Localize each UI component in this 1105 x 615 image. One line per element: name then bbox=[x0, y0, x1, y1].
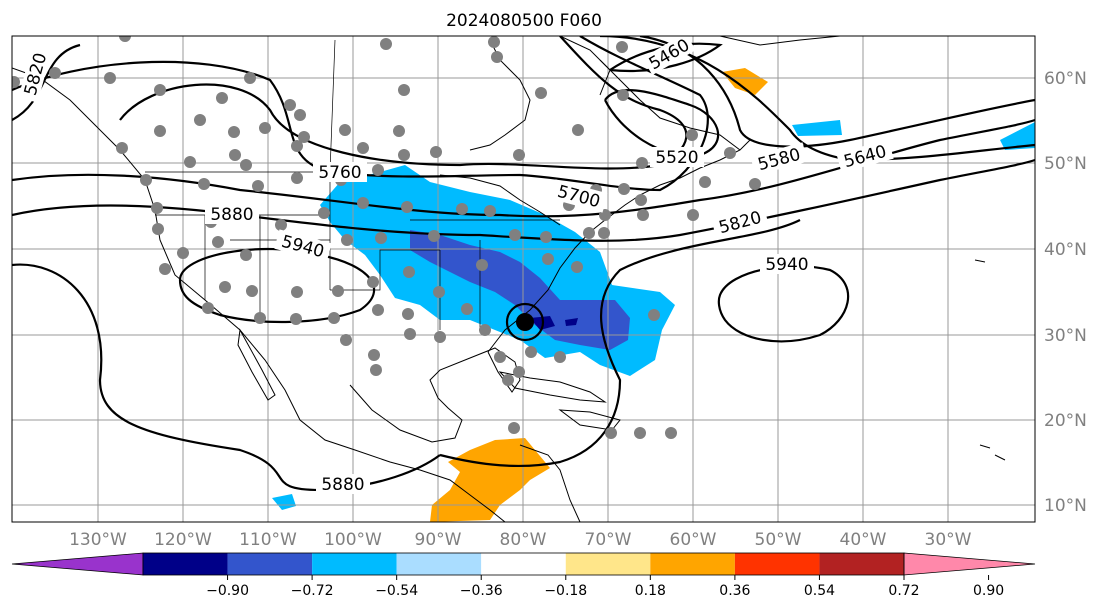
coastlines bbox=[12, 36, 1006, 522]
height-contours bbox=[12, 36, 1035, 492]
colorbar-swatch bbox=[650, 553, 735, 575]
contour-label: 5880 bbox=[210, 205, 253, 225]
colorbar-tick-label: 0.18 bbox=[635, 583, 666, 599]
contour-5760 bbox=[12, 36, 709, 192]
map-panel: 5760 5880 5940 5700 5520 5580 5640 5820 … bbox=[11, 35, 1036, 523]
contour-5520 bbox=[604, 89, 720, 157]
map-border bbox=[11, 35, 1036, 523]
lat-label: 10°N bbox=[1044, 496, 1087, 516]
lon-label: 100°W bbox=[324, 530, 382, 550]
observation-points bbox=[12, 36, 761, 439]
contour-5880-north bbox=[12, 158, 1035, 242]
colorbar-swatch bbox=[143, 553, 228, 575]
colorbar-extend-low bbox=[11, 552, 144, 576]
graticule bbox=[12, 36, 1035, 522]
lon-label: 90°W bbox=[415, 530, 462, 550]
map-title: 2024080500 F060 bbox=[446, 11, 602, 31]
colorbar-tick-label: 0.90 bbox=[973, 583, 1004, 599]
contour-labels: 5760 5880 5940 5700 5520 5580 5640 5820 … bbox=[18, 36, 894, 495]
colorbar-tick-label: 0.72 bbox=[888, 583, 919, 599]
contour-5820-mid bbox=[12, 118, 1035, 218]
colorbar-tick-label: 0.36 bbox=[719, 583, 750, 599]
lon-label: 50°W bbox=[755, 530, 802, 550]
contour-label: 5940 bbox=[765, 255, 808, 275]
colorbar-tick-label: −0.54 bbox=[375, 583, 418, 599]
lon-label: 40°W bbox=[840, 530, 887, 550]
lon-label: 130°W bbox=[69, 530, 127, 550]
lon-label: 70°W bbox=[585, 530, 632, 550]
latitude-labels: 60°N 50°N 40°N 30°N 20°N 10°N bbox=[1044, 69, 1087, 516]
contour-low-ring bbox=[505, 302, 545, 342]
contour-5700 bbox=[119, 36, 688, 170]
colorbar-tick-label: −0.18 bbox=[544, 583, 587, 599]
colorbar-swatch bbox=[312, 553, 397, 575]
negative-anomaly-pacific bbox=[272, 494, 296, 510]
lon-label: 80°W bbox=[500, 530, 547, 550]
colorbar-extend-high bbox=[903, 552, 1036, 576]
contour-5880-south bbox=[439, 219, 801, 468]
contour-label: 5520 bbox=[655, 148, 698, 168]
colorbar-swatch bbox=[565, 553, 651, 575]
colorbar-swatch bbox=[481, 553, 566, 575]
colorbar-tick-label: −0.72 bbox=[291, 583, 334, 599]
contour-5580 bbox=[639, 36, 1035, 148]
lon-label: 30°W bbox=[925, 530, 972, 550]
longitude-labels: 130°W 120°W 110°W 100°W 90°W 80°W 70°W 6… bbox=[69, 530, 972, 550]
negative-anomaly-labrador bbox=[792, 120, 842, 136]
contour-label: 5760 bbox=[318, 163, 361, 183]
lat-label: 60°N bbox=[1044, 69, 1087, 89]
storm-center-marker bbox=[516, 313, 534, 331]
colorbar-tick-label: −0.36 bbox=[460, 583, 503, 599]
positive-anomaly-quebec bbox=[722, 68, 768, 95]
colorbar: −0.90 −0.72 −0.54 −0.36 −0.18 0.18 0.36 0.54 0.7… bbox=[11, 552, 1036, 599]
colorbar-tick-label: 0.54 bbox=[804, 583, 835, 599]
colorbar-tick-label: −0.90 bbox=[206, 583, 249, 599]
lon-label: 120°W bbox=[154, 530, 212, 550]
negative-anomaly-east bbox=[1000, 122, 1035, 150]
contour-label: 5880 bbox=[321, 475, 364, 495]
lat-label: 50°N bbox=[1044, 154, 1087, 174]
lat-label: 40°N bbox=[1044, 240, 1087, 260]
lon-label: 110°W bbox=[239, 530, 297, 550]
colorbar-border bbox=[142, 552, 905, 576]
colorbar-swatch bbox=[396, 553, 482, 575]
lon-label: 60°W bbox=[670, 530, 717, 550]
lat-label: 20°N bbox=[1044, 411, 1087, 431]
lat-label: 30°N bbox=[1044, 326, 1087, 346]
colorbar-swatch bbox=[227, 553, 313, 575]
colorbar-swatch bbox=[734, 553, 820, 575]
colorbar-swatch bbox=[819, 553, 904, 575]
